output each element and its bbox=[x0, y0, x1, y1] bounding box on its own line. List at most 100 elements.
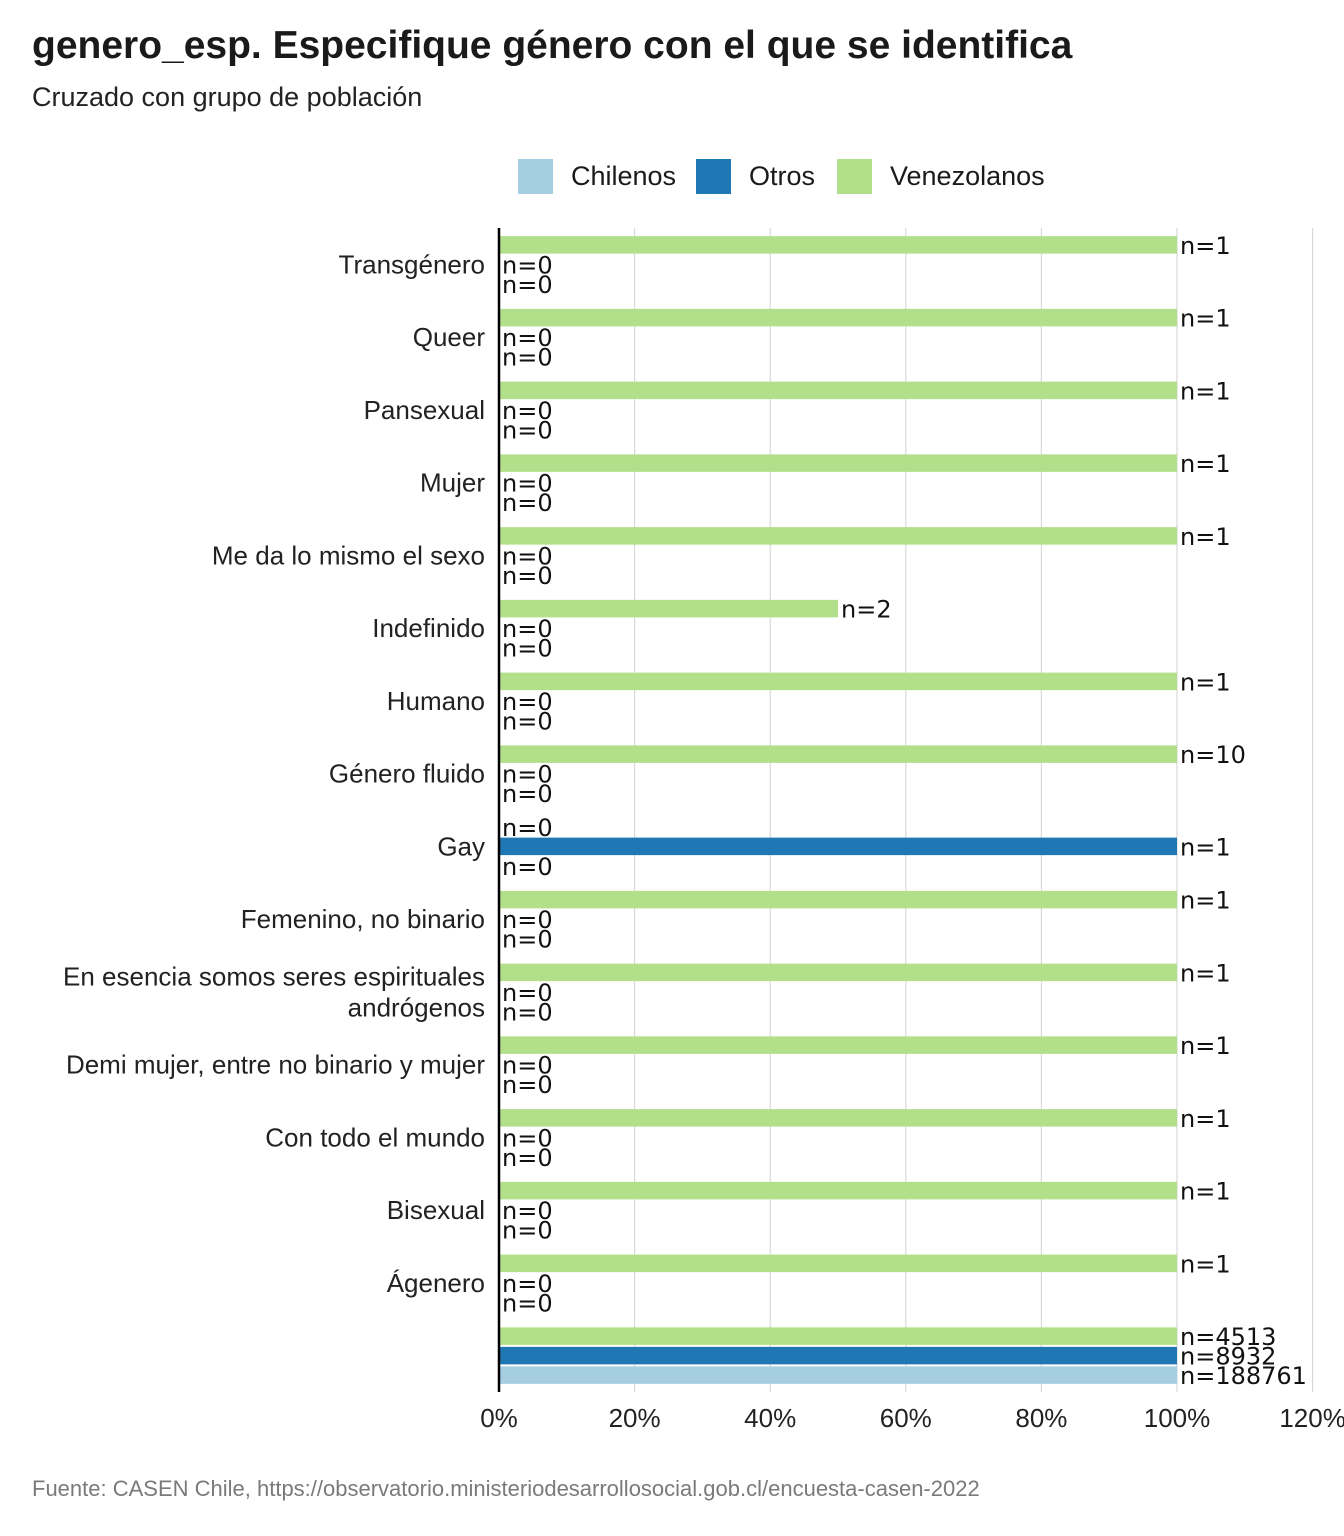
n-label: n=0 bbox=[502, 761, 553, 789]
category-label: Mujer bbox=[420, 468, 485, 498]
n-label: n=1 bbox=[1180, 1178, 1231, 1206]
legend-label-otros: Otros bbox=[749, 160, 816, 191]
bar-venezolanos bbox=[499, 745, 1177, 763]
legend-label-venezolanos: Venezolanos bbox=[890, 160, 1045, 191]
n-label: n=0 bbox=[502, 1217, 553, 1245]
bar-venezolanos bbox=[499, 890, 1177, 909]
n-label: n=0 bbox=[502, 562, 553, 590]
n-label: n=0 bbox=[502, 906, 553, 934]
bar-venezolanos bbox=[499, 1036, 1177, 1054]
n-label: n=0 bbox=[502, 707, 553, 735]
n-label: n=0 bbox=[502, 615, 553, 643]
bar-venezolanos bbox=[499, 599, 838, 618]
n-label: n=188761 bbox=[1180, 1362, 1307, 1390]
bar-otros bbox=[499, 837, 1177, 856]
category-label: Transgénero bbox=[339, 249, 485, 279]
bar-venezolanos bbox=[499, 672, 1177, 691]
chart-subtitle: Cruzado con grupo de población bbox=[32, 82, 423, 112]
n-label: n=0 bbox=[502, 542, 553, 570]
n-label: n=1 bbox=[1180, 1250, 1231, 1278]
category-label: Humano bbox=[387, 686, 485, 716]
x-tick-label: 80% bbox=[1015, 1403, 1067, 1433]
n-label: n=0 bbox=[502, 1289, 553, 1317]
category-label: Bisexual bbox=[387, 1195, 485, 1225]
n-label: n=0 bbox=[502, 1052, 553, 1080]
category-label: Femenino, no binario bbox=[241, 904, 485, 934]
bar-venezolanos bbox=[499, 527, 1177, 545]
category-label: Gay bbox=[437, 831, 485, 861]
n-label: n=1 bbox=[1180, 232, 1231, 260]
n-label: n=0 bbox=[502, 416, 553, 444]
legend-swatch-chilenos bbox=[518, 158, 553, 194]
n-label: n=0 bbox=[502, 271, 553, 299]
n-label: n=0 bbox=[502, 635, 553, 663]
legend: Chilenos Otros Venezolanos bbox=[0, 158, 1344, 198]
category-label: Queer bbox=[413, 322, 486, 352]
bar-venezolanos bbox=[499, 381, 1177, 400]
legend-item-venezolanos: Venezolanos bbox=[837, 158, 1045, 194]
n-label: n=0 bbox=[502, 1197, 553, 1225]
bar-venezolanos bbox=[499, 454, 1177, 472]
n-label: n=8932 bbox=[1180, 1343, 1276, 1371]
x-tick-label: 120% bbox=[1279, 1403, 1344, 1433]
n-label: n=0 bbox=[502, 998, 553, 1026]
x-tick-label: 0% bbox=[480, 1403, 518, 1433]
category-label: Demi mujer, entre no binario y mujer bbox=[66, 1050, 485, 1080]
legend-item-chilenos: Chilenos bbox=[518, 158, 676, 194]
n-label: n=1 bbox=[1180, 887, 1231, 915]
category-label: Indefinido bbox=[372, 613, 485, 643]
n-label: n=1 bbox=[1180, 959, 1231, 987]
legend-swatch-otros bbox=[696, 158, 731, 194]
chart-title: genero_esp. Especifique género con el qu… bbox=[32, 24, 1073, 67]
category-label: Me da lo mismo el sexo bbox=[212, 540, 485, 570]
n-label: n=0 bbox=[502, 1071, 553, 1099]
category-label: En esencia somos seres espirituales bbox=[63, 961, 485, 991]
n-label: n=0 bbox=[502, 688, 553, 716]
x-tick-label: 20% bbox=[609, 1403, 661, 1433]
bar-venezolanos bbox=[499, 1254, 1177, 1273]
category-label: Género fluido bbox=[329, 759, 485, 789]
n-label: n=0 bbox=[502, 470, 553, 498]
bar-venezolanos bbox=[499, 963, 1177, 982]
legend-item-otros: Otros bbox=[696, 158, 815, 194]
n-label: n=0 bbox=[502, 1144, 553, 1172]
n-label: n=0 bbox=[502, 853, 553, 881]
n-label: n=0 bbox=[502, 780, 553, 808]
n-label: n=1 bbox=[1180, 668, 1231, 696]
bar-venezolanos bbox=[499, 308, 1177, 327]
x-tick-label: 40% bbox=[744, 1403, 796, 1433]
source-note: Fuente: CASEN Chile, https://observatori… bbox=[32, 1476, 980, 1501]
legend-label-chilenos: Chilenos bbox=[571, 160, 677, 191]
n-label: n=1 bbox=[1180, 1032, 1231, 1060]
n-label: n=1 bbox=[1180, 1105, 1231, 1133]
x-tick-label: 60% bbox=[880, 1403, 932, 1433]
bar-venezolanos bbox=[499, 236, 1177, 254]
n-label: n=10 bbox=[1180, 741, 1246, 769]
category-label: Pansexual bbox=[364, 395, 485, 425]
n-label: n=2 bbox=[841, 596, 892, 624]
n-label: n=1 bbox=[1180, 450, 1231, 478]
category-label: andrógenos bbox=[348, 992, 485, 1022]
n-label: n=0 bbox=[502, 926, 553, 954]
n-label: n=0 bbox=[502, 397, 553, 425]
n-label: n=0 bbox=[502, 1124, 553, 1152]
bar-chilenos bbox=[499, 1366, 1177, 1384]
n-label: n=0 bbox=[502, 251, 553, 279]
legend-swatch-venezolanos bbox=[837, 158, 872, 194]
category-label: Ágenero bbox=[387, 1268, 485, 1298]
n-label: n=0 bbox=[502, 344, 553, 372]
n-label: n=1 bbox=[1180, 377, 1231, 405]
n-label: n=0 bbox=[502, 814, 553, 842]
bar-venezolanos bbox=[499, 1109, 1177, 1127]
bar-venezolanos bbox=[499, 1181, 1177, 1200]
n-label: n=0 bbox=[502, 489, 553, 517]
n-label: n=0 bbox=[502, 979, 553, 1007]
n-label: n=1 bbox=[1180, 523, 1231, 551]
bar-otros bbox=[499, 1346, 1177, 1365]
n-label: n=1 bbox=[1180, 833, 1231, 861]
n-label: n=0 bbox=[502, 1270, 553, 1298]
n-label: n=4513 bbox=[1180, 1323, 1276, 1351]
category-label: Con todo el mundo bbox=[265, 1122, 485, 1152]
bar-venezolanos bbox=[499, 1327, 1177, 1345]
